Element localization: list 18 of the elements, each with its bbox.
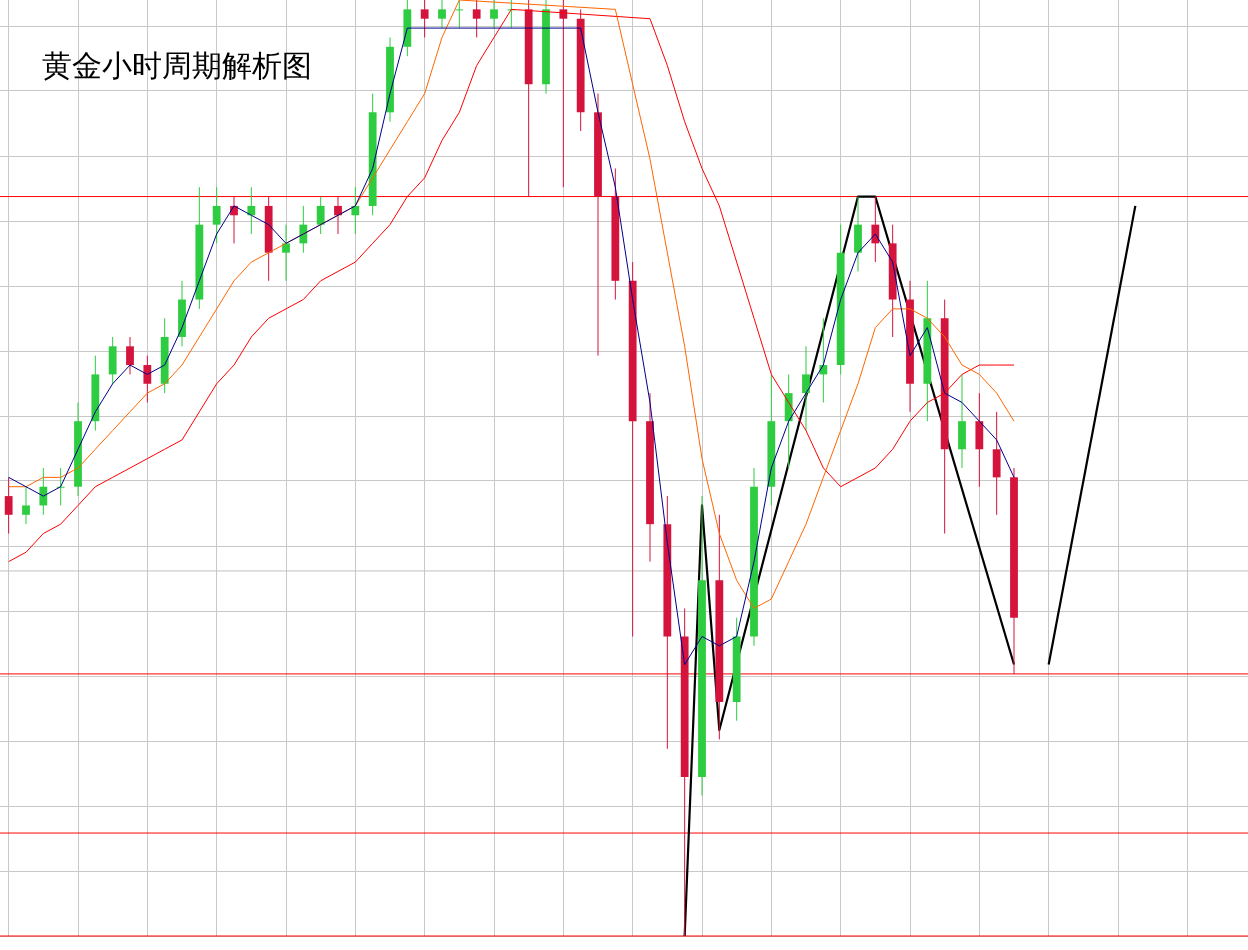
candlestick	[334, 196, 342, 235]
candlestick	[4, 476, 13, 535]
candlestick	[22, 486, 30, 525]
candlestick	[802, 345, 810, 432]
candlestick	[282, 224, 290, 282]
candlestick	[472, 0, 481, 38]
candlestick	[39, 467, 48, 516]
candlestick	[490, 0, 498, 29]
candlestick	[212, 186, 221, 244]
candlestick	[559, 0, 568, 188]
text: 黄金小时周期解析图	[42, 47, 312, 85]
candlestick	[316, 196, 325, 235]
candlestick	[299, 205, 308, 254]
candlestick	[438, 0, 446, 29]
candlestick	[420, 0, 429, 38]
candlestick	[143, 355, 152, 403]
candlestick	[247, 186, 256, 235]
candlestick	[126, 336, 134, 375]
